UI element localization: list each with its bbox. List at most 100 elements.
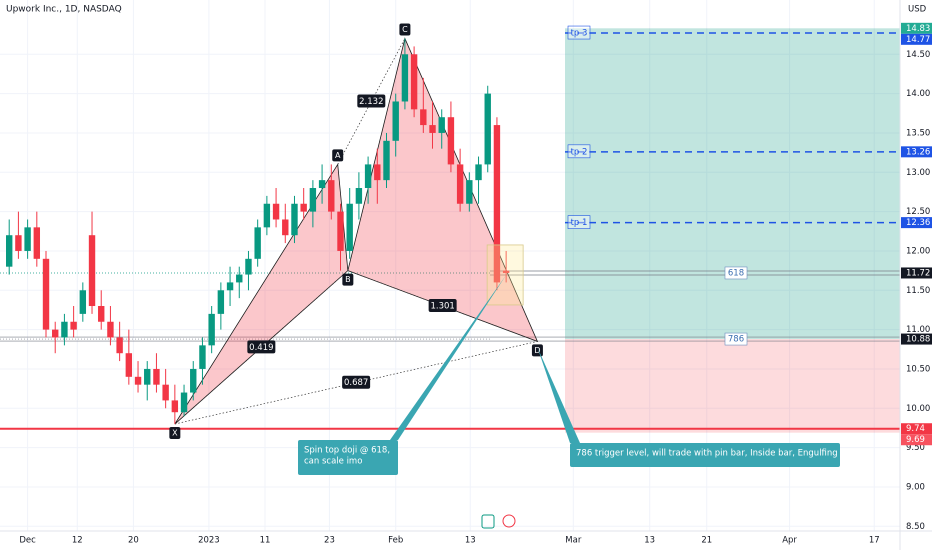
candle-body (70, 321, 77, 330)
icon-earnings[interactable] (481, 514, 495, 529)
candle-body (263, 203, 271, 228)
fib-label: 618 (728, 268, 744, 278)
candle-body (245, 258, 252, 275)
candle-body (392, 101, 399, 141)
ratio-tag (428, 299, 457, 313)
price-tag (901, 434, 932, 446)
bottom-icons (481, 514, 516, 529)
candle-body (291, 203, 298, 236)
candle-body (6, 235, 13, 267)
y-tick-label: 11.00 (906, 325, 930, 335)
fib-tag (724, 332, 748, 346)
ratio-line (347, 270, 538, 342)
point-tag (169, 427, 181, 440)
point-label: A (335, 151, 341, 160)
candle-body (410, 54, 418, 110)
candle-body (116, 337, 123, 354)
point-label: C (402, 25, 408, 34)
candle-body (355, 188, 363, 204)
candle-body (438, 117, 445, 133)
candle-body (236, 274, 243, 283)
price-tag-label: 12.36 (906, 218, 930, 228)
x-tick-label: 20 (128, 536, 139, 546)
candle-body (337, 211, 344, 251)
y-tick-label: 9.00 (906, 482, 925, 492)
target-tag (567, 144, 591, 159)
price-tag-label: 9.74 (906, 424, 925, 434)
callout-text: Spin top doji @ 618, (304, 446, 390, 456)
candle-body (272, 203, 280, 220)
candle-body (144, 368, 151, 385)
candle-body (466, 180, 473, 204)
icon-dividend[interactable] (502, 514, 516, 528)
candle-body (328, 180, 335, 212)
y-tick-label: 10.00 (906, 404, 930, 414)
point-tag (332, 149, 344, 162)
price-tag (901, 146, 932, 158)
y-tick-label: 12.00 (906, 246, 930, 256)
x-tick-label: 12 (72, 536, 83, 546)
price-tag (901, 22, 932, 34)
candle-body (134, 376, 142, 385)
candle-body (107, 321, 114, 338)
y-tick-label: 9.50 (906, 443, 925, 453)
ratio-tag (342, 375, 371, 389)
x-tick-label: Dec (19, 536, 36, 546)
profit-zone (565, 28, 900, 340)
fib-label: 786 (728, 335, 744, 345)
callout-text: 786 trigger level, will trade with pin b… (576, 449, 855, 459)
candle-body (88, 235, 96, 307)
price-tag-label: 9.69 (906, 435, 925, 445)
target-label: tp 2 (571, 147, 588, 157)
candle-body (420, 109, 427, 126)
x-tick-label: 17 (869, 536, 880, 546)
candle-body (475, 164, 482, 181)
chart-title: Upwork Inc., 1D, NASDAQ (6, 5, 122, 15)
candle-body (493, 125, 501, 283)
callout-box (298, 440, 398, 475)
y-tick-label: 8.50 (906, 522, 925, 532)
candle-body (15, 235, 22, 251)
candle-body (33, 227, 41, 259)
price-tag-label: 11.72 (906, 268, 930, 278)
candle-body (208, 313, 215, 346)
ratio-label: 0.687 (344, 378, 368, 388)
candle-body (282, 219, 289, 236)
price-tag (901, 267, 932, 279)
loss-zone (565, 339, 900, 433)
candle-body (447, 117, 455, 165)
callout-pointer (537, 347, 580, 443)
target-label: tp 3 (571, 29, 588, 39)
candle-body (171, 400, 179, 413)
candle-body (190, 368, 197, 393)
price-tag (901, 217, 932, 229)
y-tick-label: 14.00 (906, 89, 930, 99)
target-tag (567, 25, 591, 40)
candle-body (383, 140, 390, 181)
candle-body (162, 384, 169, 401)
candle-body (300, 203, 307, 212)
candle-body (199, 345, 206, 369)
point-tag (531, 344, 543, 357)
ratio-tag (357, 94, 386, 108)
callout-pointer (390, 274, 507, 440)
price-tag (901, 33, 932, 45)
x-tick-label: 2023 (198, 536, 220, 546)
ratio-label: 1.301 (430, 302, 454, 312)
callout-text: can scale imo (304, 457, 362, 467)
candle-body (484, 93, 491, 165)
x-tick-label: 23 (324, 536, 335, 546)
candle-body (374, 164, 381, 181)
ratio-label: 0.419 (249, 343, 273, 353)
point-label: B (345, 275, 351, 284)
candle-body (79, 290, 87, 314)
candle-body (98, 306, 105, 322)
y-tick-label: 13.00 (906, 168, 930, 178)
candle-body (456, 164, 464, 204)
fib-tag (724, 266, 748, 280)
candle-body (226, 282, 234, 291)
target-label: tp 1 (571, 218, 588, 228)
y-tick-label: 12.50 (906, 207, 930, 217)
y-tick-label: 14.50 (906, 50, 930, 60)
